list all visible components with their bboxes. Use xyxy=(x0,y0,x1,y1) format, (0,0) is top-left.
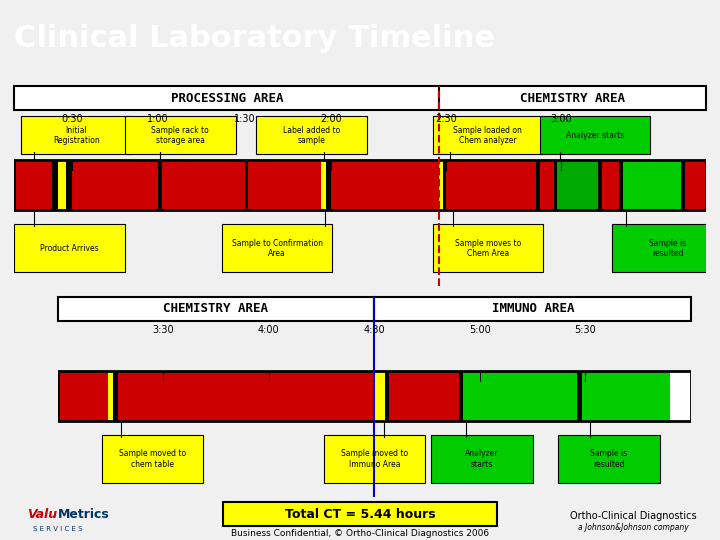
Bar xyxy=(557,160,598,210)
Text: Sample to Confirmation
Area: Sample to Confirmation Area xyxy=(232,239,323,258)
FancyBboxPatch shape xyxy=(102,435,203,483)
Text: 3:00: 3:00 xyxy=(550,114,572,124)
Text: 5:00: 5:00 xyxy=(469,325,491,335)
Bar xyxy=(602,160,619,210)
FancyBboxPatch shape xyxy=(222,224,333,272)
Text: Sample is
resulted: Sample is resulted xyxy=(590,449,627,469)
Bar xyxy=(443,160,446,210)
Bar xyxy=(14,160,706,210)
Bar xyxy=(540,160,554,210)
Text: Sample rack to
storage area: Sample rack to storage area xyxy=(151,126,210,145)
Text: Sample moves to
Chem Area: Sample moves to Chem Area xyxy=(455,239,521,258)
Bar xyxy=(58,371,691,421)
Bar xyxy=(14,160,53,210)
Bar xyxy=(384,371,389,421)
Text: Ortho-Clinical Diagnostics: Ortho-Clinical Diagnostics xyxy=(570,511,697,521)
Text: S E R V I C E S: S E R V I C E S xyxy=(33,526,82,532)
Bar xyxy=(72,160,158,210)
Text: Initial
Registration: Initial Registration xyxy=(53,126,100,145)
FancyBboxPatch shape xyxy=(433,117,543,154)
Text: 4:00: 4:00 xyxy=(258,325,279,335)
Bar xyxy=(554,160,557,210)
Bar xyxy=(389,371,459,421)
FancyBboxPatch shape xyxy=(14,224,125,272)
FancyBboxPatch shape xyxy=(58,297,374,321)
Bar xyxy=(113,371,118,421)
Text: Sample moved to
chem table: Sample moved to chem table xyxy=(119,449,186,469)
FancyBboxPatch shape xyxy=(612,224,720,272)
FancyBboxPatch shape xyxy=(14,86,439,110)
FancyBboxPatch shape xyxy=(324,435,425,483)
Bar xyxy=(158,160,161,210)
Bar xyxy=(463,371,577,421)
Text: Analyzer
starts: Analyzer starts xyxy=(465,449,499,469)
Text: 3:30: 3:30 xyxy=(153,325,174,335)
Text: 0:30: 0:30 xyxy=(61,114,83,124)
Text: Analyzer starts: Analyzer starts xyxy=(566,131,624,140)
FancyBboxPatch shape xyxy=(540,117,650,154)
Bar xyxy=(58,160,66,210)
Text: Metrics: Metrics xyxy=(58,508,109,521)
Bar xyxy=(598,160,602,210)
Bar xyxy=(374,371,379,421)
Text: IMMUNO AREA: IMMUNO AREA xyxy=(492,302,574,315)
Text: Label added to
sample: Label added to sample xyxy=(283,126,341,145)
Text: 1:30: 1:30 xyxy=(234,114,256,124)
Bar xyxy=(681,160,685,210)
Bar xyxy=(53,160,58,210)
Bar xyxy=(118,371,374,421)
FancyBboxPatch shape xyxy=(433,224,543,272)
Bar xyxy=(108,371,113,421)
Bar xyxy=(66,160,72,210)
Bar xyxy=(320,160,326,210)
Text: CHEMISTRY AREA: CHEMISTRY AREA xyxy=(520,92,625,105)
FancyBboxPatch shape xyxy=(439,86,706,110)
Text: 2:00: 2:00 xyxy=(320,114,342,124)
Bar xyxy=(58,371,108,421)
Bar xyxy=(245,160,248,210)
FancyBboxPatch shape xyxy=(223,502,497,526)
FancyBboxPatch shape xyxy=(431,435,533,483)
Bar xyxy=(331,160,439,210)
Text: Business Confidential, © Ortho-Clinical Diagnostics 2006: Business Confidential, © Ortho-Clinical … xyxy=(231,529,489,538)
Text: PROCESSING AREA: PROCESSING AREA xyxy=(171,92,283,105)
Bar xyxy=(439,160,443,210)
FancyBboxPatch shape xyxy=(22,117,132,154)
FancyBboxPatch shape xyxy=(374,297,691,321)
FancyBboxPatch shape xyxy=(256,117,367,154)
Bar xyxy=(536,160,540,210)
Text: Sample loaded on
Chem analyzer: Sample loaded on Chem analyzer xyxy=(454,126,522,145)
Bar xyxy=(446,160,536,210)
Text: Total CT = 5.44 hours: Total CT = 5.44 hours xyxy=(284,508,436,521)
FancyBboxPatch shape xyxy=(558,435,660,483)
Bar xyxy=(577,371,582,421)
Bar xyxy=(670,371,691,421)
Bar xyxy=(623,160,681,210)
Bar xyxy=(582,371,670,421)
Text: Sample is
resulted: Sample is resulted xyxy=(649,239,686,258)
Text: 4:30: 4:30 xyxy=(364,325,385,335)
Bar xyxy=(685,160,706,210)
Text: Clinical Laboratory Timeline: Clinical Laboratory Timeline xyxy=(14,24,495,53)
Bar xyxy=(459,371,463,421)
Bar xyxy=(161,160,245,210)
Bar xyxy=(248,160,320,210)
Text: CHEMISTRY AREA: CHEMISTRY AREA xyxy=(163,302,269,315)
Text: 1:00: 1:00 xyxy=(148,114,169,124)
Text: Valu: Valu xyxy=(27,508,58,521)
Bar xyxy=(619,160,623,210)
Text: Product Arrives: Product Arrives xyxy=(40,244,99,253)
Text: 2:30: 2:30 xyxy=(436,114,457,124)
Bar xyxy=(379,371,384,421)
Text: 5:30: 5:30 xyxy=(575,325,596,335)
Bar xyxy=(326,160,331,210)
Text: Sample moved to
Immuno Area: Sample moved to Immuno Area xyxy=(341,449,408,469)
Text: a Johnson&Johnson company: a Johnson&Johnson company xyxy=(578,523,689,531)
FancyBboxPatch shape xyxy=(125,117,235,154)
